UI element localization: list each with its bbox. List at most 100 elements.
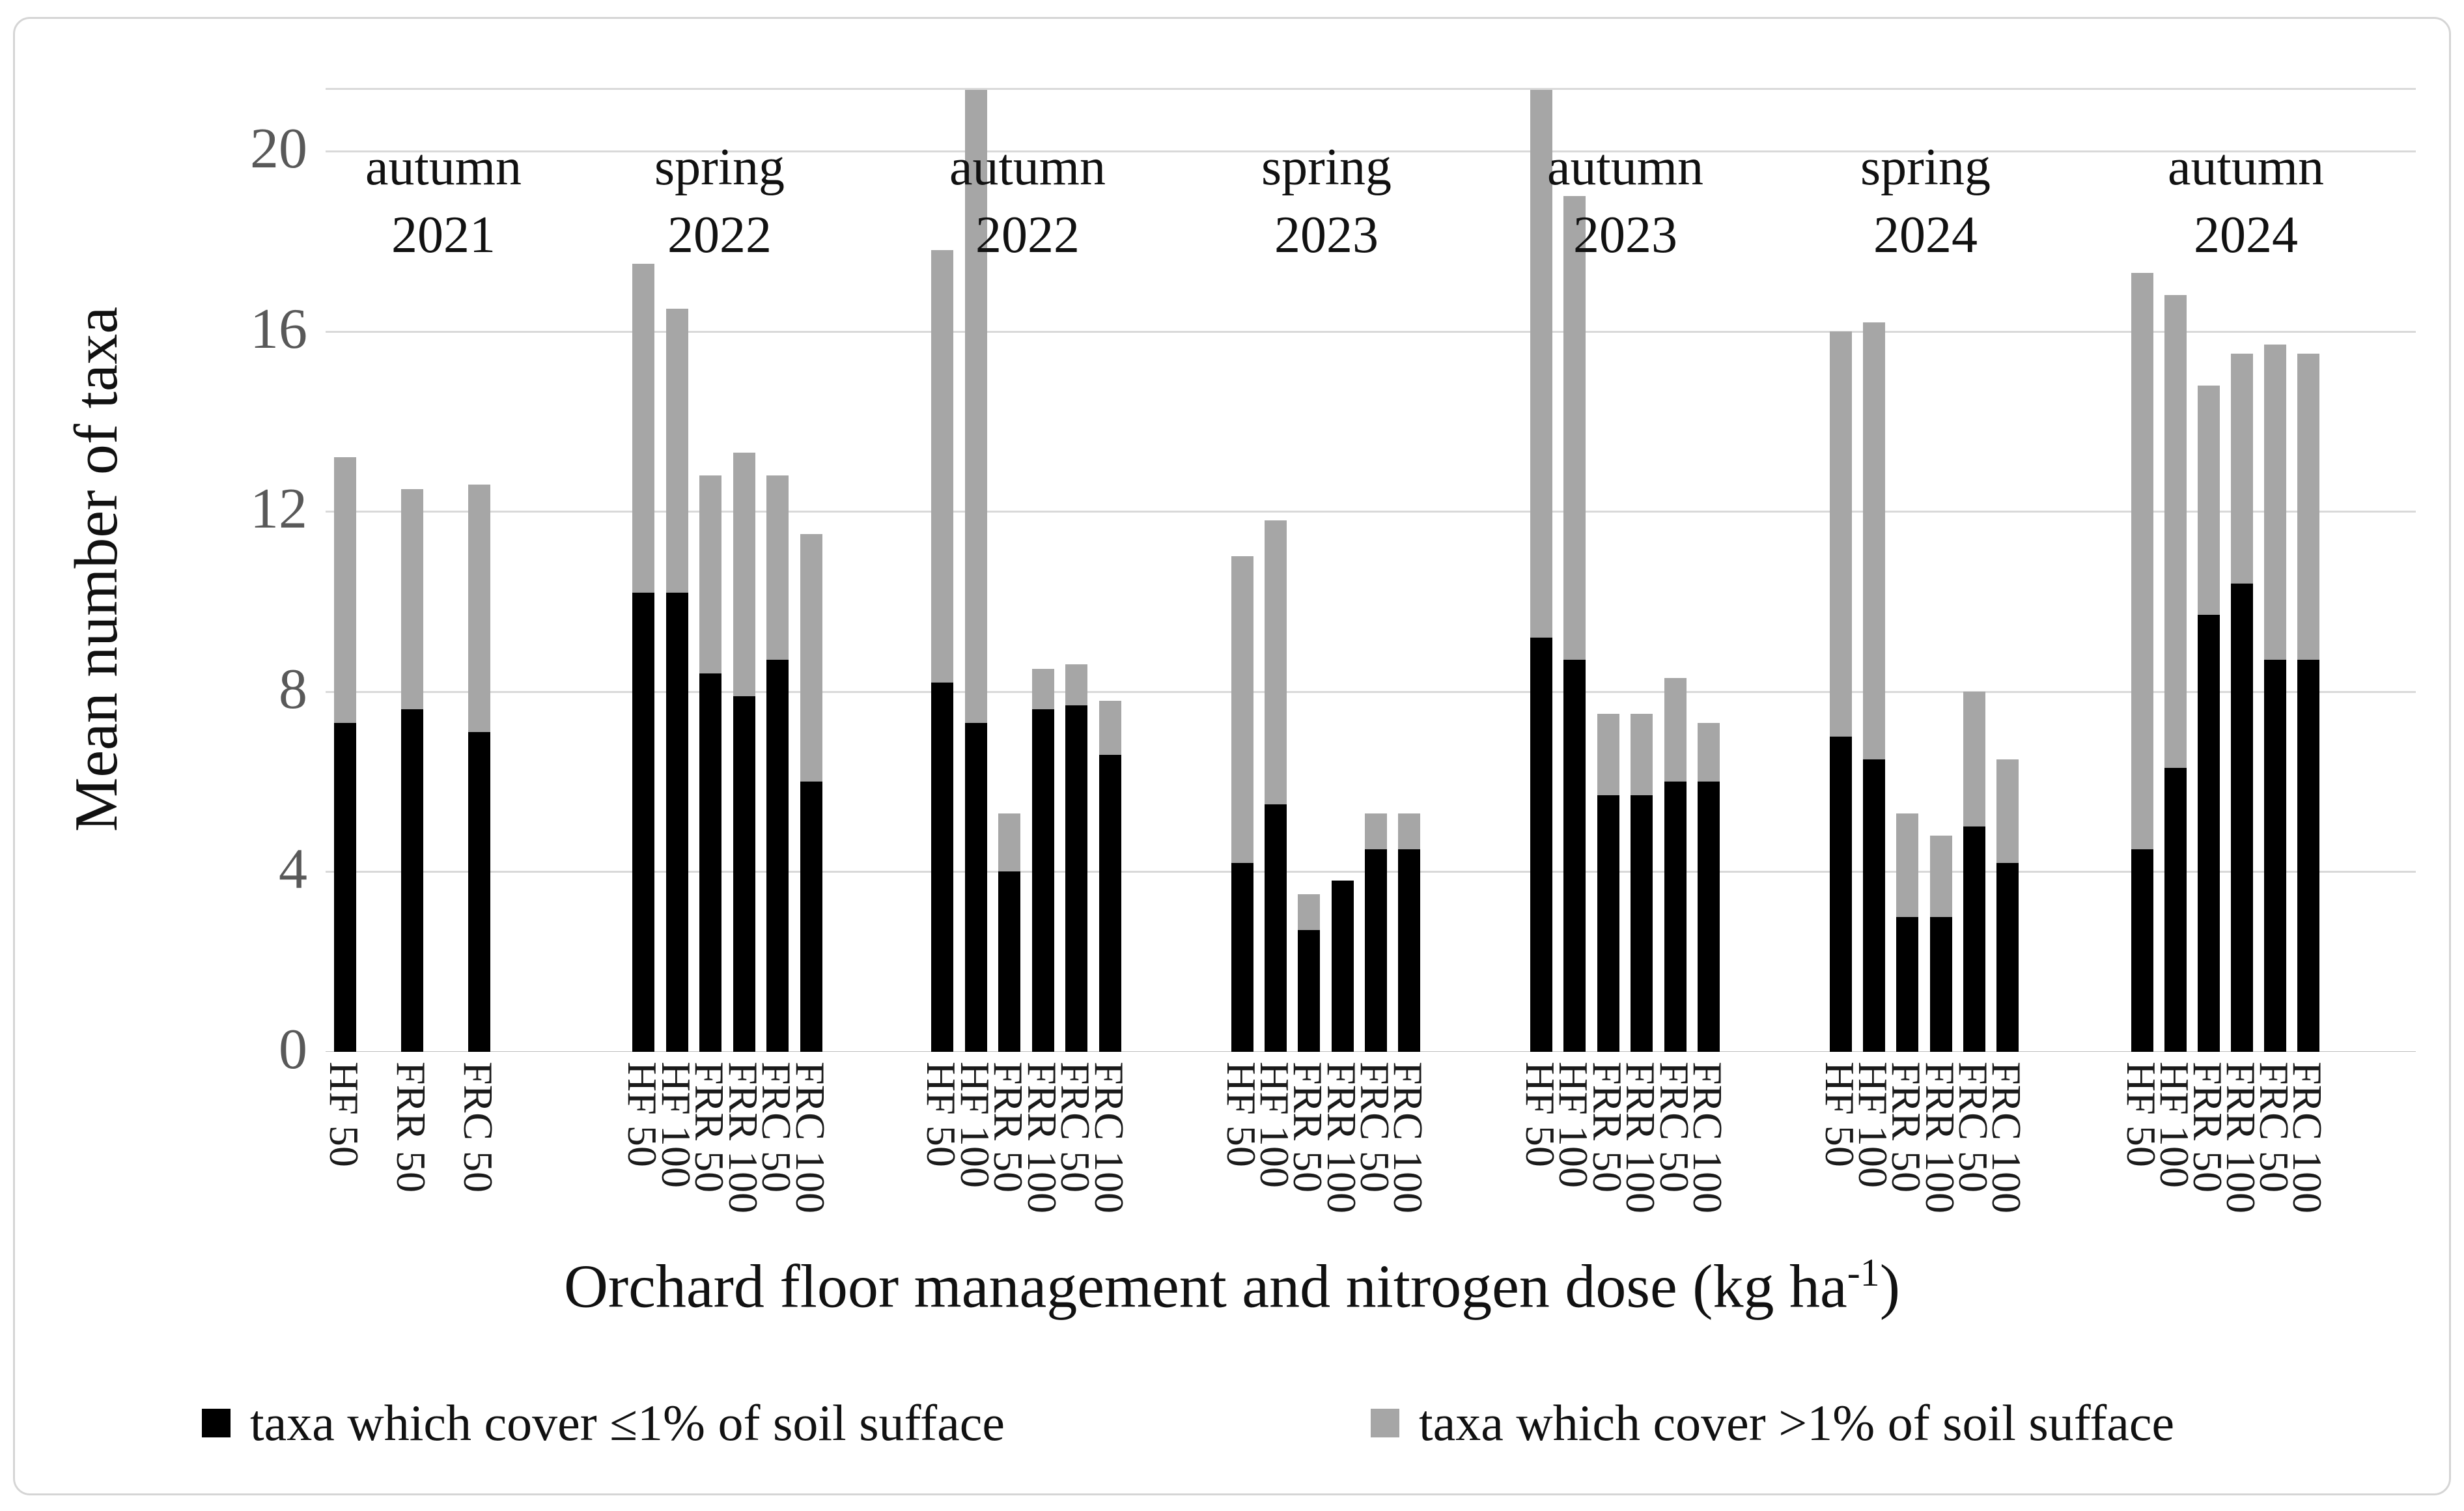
- y-axis-title: Mean number of taxa: [63, 306, 130, 832]
- bar-le1-spring2023-FRR50: [1298, 930, 1321, 1052]
- season-name: spring: [1261, 139, 1392, 196]
- bar-le1-spring2022-FRC100: [800, 782, 822, 1052]
- legend-item-gt1: taxa which cover >1% of soil sufface: [1371, 1394, 2174, 1452]
- y-tick-label-20: 20: [250, 117, 307, 180]
- bar-gt1-autumn2023-FRC100: [1698, 723, 1720, 782]
- season-year: 2021: [391, 206, 496, 264]
- bar-gt1-autumn2021-FRR50: [401, 488, 423, 710]
- bar-le1-autumn2024-HF100: [2164, 768, 2187, 1052]
- bar-le1-spring2023-FRR100: [1331, 881, 1354, 1052]
- gridline-y-16: [326, 330, 2416, 333]
- bar-le1-autumn2024-FRR100: [2231, 583, 2253, 1052]
- bar-le1-autumn2022-HF100: [964, 723, 987, 1052]
- bar-gt1-spring2023-HF50: [1231, 556, 1253, 863]
- bar-le1-autumn2021-FRR50: [401, 709, 423, 1052]
- legend-label-le1: taxa which cover ≤1% of soil sufface: [250, 1394, 1005, 1451]
- season-name: autumn: [949, 139, 1106, 196]
- category-label-spring2023-FRC100: FRC 100: [1385, 1062, 1431, 1213]
- legend-item-le1: taxa which cover ≤1% of soil sufface: [202, 1394, 1005, 1452]
- season-name: spring: [654, 139, 785, 196]
- season-name: autumn: [365, 139, 522, 196]
- bar-gt1-spring2024-HF100: [1863, 322, 1886, 759]
- category-label-autumn2021-FRC50: FRC 50: [455, 1062, 501, 1193]
- category-label-autumn2021-HF50: HF 50: [321, 1062, 367, 1167]
- bar-gt1-spring2023-HF100: [1265, 520, 1287, 804]
- bar-le1-autumn2022-FRC100: [1099, 754, 1121, 1052]
- bar-le1-autumn2021-HF50: [334, 723, 356, 1052]
- bar-gt1-autumn2024-HF50: [2131, 272, 2153, 849]
- bar-gt1-autumn2024-HF100: [2164, 295, 2187, 769]
- season-year: 2023: [1274, 206, 1379, 264]
- season-name: autumn: [2168, 139, 2324, 196]
- bar-gt1-autumn2021-HF50: [334, 457, 356, 724]
- category-label-spring2022-FRC100: FRC 100: [787, 1062, 833, 1213]
- season-year: 2022: [975, 206, 1080, 264]
- bar-gt1-spring2024-FRC100: [1996, 759, 2019, 863]
- bar-le1-spring2024-FRC100: [1996, 862, 2019, 1052]
- bar-gt1-spring2023-FRC100: [1398, 813, 1420, 849]
- bar-le1-autumn2023-FRR100: [1631, 795, 1653, 1052]
- legend-swatch-gray: [1371, 1409, 1399, 1437]
- bar-gt1-autumn2022-FRR100: [1031, 669, 1054, 710]
- bar-le1-autumn2021-FRC50: [468, 732, 490, 1052]
- bar-le1-autumn2023-FRC100: [1698, 782, 1720, 1052]
- bar-le1-autumn2022-FRR50: [998, 871, 1021, 1052]
- category-label-autumn2021-FRR50: FRR 50: [388, 1062, 434, 1193]
- category-label-autumn2023-FRC100: FRC 100: [1685, 1062, 1731, 1213]
- bar-gt1-autumn2023-FRC50: [1664, 678, 1687, 782]
- bar-le1-spring2024-FRC50: [1963, 826, 1985, 1052]
- bar-gt1-spring2023-FRR50: [1298, 894, 1321, 931]
- bar-le1-autumn2023-FRC50: [1664, 782, 1687, 1052]
- bar-le1-spring2024-HF50: [1830, 736, 1852, 1052]
- y-tick-label-16: 16: [250, 297, 307, 361]
- bar-gt1-spring2024-FRC50: [1963, 691, 1985, 827]
- legend: taxa which cover ≤1% of soil sufface tax…: [0, 1394, 2464, 1472]
- season-year: 2024: [1873, 206, 1978, 264]
- x-axis-title-superscript: -1: [1847, 1251, 1880, 1294]
- bar-gt1-spring2022-HF50: [632, 263, 654, 593]
- x-axis-title-suffix: ): [1879, 1252, 1900, 1321]
- bar-le1-spring2022-FRR100: [733, 696, 755, 1052]
- bar-gt1-spring2022-FRR100: [733, 453, 755, 696]
- bar-le1-autumn2024-FRC100: [2297, 660, 2319, 1052]
- season-year: 2024: [2194, 206, 2298, 264]
- bar-gt1-autumn2024-FRR100: [2231, 354, 2253, 584]
- bar-gt1-autumn2022-HF50: [931, 250, 953, 683]
- x-axis-title: Orchard floor management and nitrogen do…: [0, 1250, 2464, 1321]
- bar-le1-autumn2024-HF50: [2131, 849, 2153, 1052]
- category-label-autumn2024-FRC100: FRC 100: [2284, 1062, 2331, 1213]
- bar-gt1-spring2024-HF50: [1830, 331, 1852, 737]
- plot-area: [326, 88, 2416, 1052]
- category-label-spring2024-FRC100: FRC 100: [1983, 1062, 2030, 1213]
- bar-le1-spring2022-HF100: [665, 592, 688, 1052]
- season-year: 2023: [1573, 206, 1677, 264]
- bar-gt1-spring2024-FRR100: [1929, 836, 1952, 917]
- bar-le1-spring2023-HF100: [1265, 804, 1287, 1052]
- bar-le1-autumn2023-HF50: [1530, 637, 1552, 1052]
- y-tick-label-4: 4: [279, 838, 307, 901]
- x-axis-title-text: Orchard floor management and nitrogen do…: [564, 1252, 1847, 1321]
- bar-gt1-autumn2023-HF100: [1563, 196, 1586, 660]
- bar-le1-spring2024-FRR50: [1896, 916, 1919, 1052]
- legend-label-gt1: taxa which cover >1% of soil sufface: [1419, 1394, 2175, 1451]
- bar-le1-spring2024-FRR100: [1929, 916, 1952, 1052]
- bar-le1-autumn2022-FRR100: [1031, 709, 1054, 1052]
- bar-gt1-autumn2022-FRC50: [1065, 664, 1088, 705]
- season-name: autumn: [1547, 139, 1703, 196]
- bar-le1-spring2023-FRC50: [1364, 849, 1387, 1052]
- season-label-spring-2022: spring 2022: [492, 134, 947, 269]
- bar-le1-spring2022-FRC50: [766, 660, 789, 1052]
- bar-gt1-autumn2022-FRC100: [1099, 700, 1121, 755]
- gridline-y-12: [326, 511, 2416, 513]
- bar-gt1-autumn2024-FRC100: [2297, 354, 2319, 660]
- gridline-y-8: [326, 690, 2416, 693]
- season-label-autumn-2021: autumn 2021: [216, 134, 671, 269]
- season-label-autumn-2024: autumn 2024: [2018, 134, 2464, 269]
- season-label-autumn-2022: autumn 2022: [800, 134, 1255, 269]
- bar-gt1-autumn2022-HF100: [964, 90, 987, 724]
- bar-gt1-spring2022-FRR50: [699, 475, 721, 674]
- bar-le1-spring2023-FRC100: [1398, 849, 1420, 1052]
- bar-le1-autumn2024-FRR50: [2198, 615, 2220, 1052]
- legend-swatch-black: [202, 1409, 231, 1437]
